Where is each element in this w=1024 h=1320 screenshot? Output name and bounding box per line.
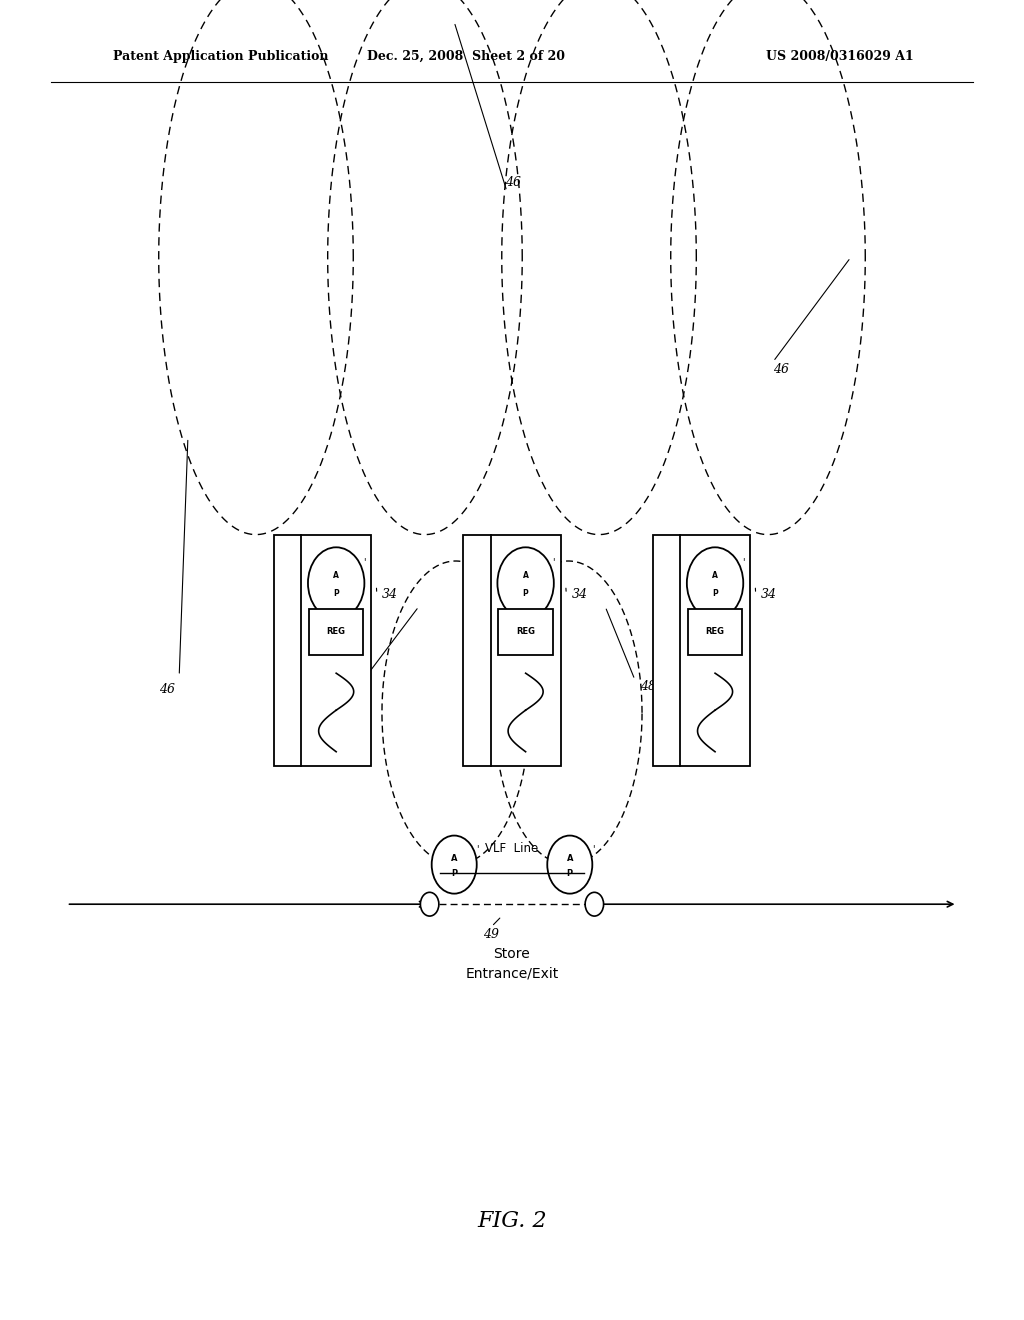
Text: Dec. 25, 2008  Sheet 2 of 20: Dec. 25, 2008 Sheet 2 of 20: [367, 50, 565, 63]
Text: 48: 48: [640, 680, 656, 693]
Text: A: A: [333, 572, 339, 581]
Text: Patent Application Publication: Patent Application Publication: [113, 50, 328, 63]
Text: ': ': [476, 843, 479, 854]
Text: US 2008/0316029 A1: US 2008/0316029 A1: [766, 50, 913, 63]
Bar: [688, 609, 742, 655]
Circle shape: [547, 836, 592, 894]
Text: 34: 34: [382, 587, 398, 601]
Text: P: P: [333, 589, 339, 598]
Bar: [274, 535, 372, 766]
Text: A: A: [566, 854, 573, 863]
Text: A: A: [522, 572, 528, 581]
Bar: [309, 609, 364, 655]
Circle shape: [585, 892, 603, 916]
Text: P: P: [566, 870, 572, 878]
Bar: [463, 535, 561, 766]
Text: ': ': [742, 557, 744, 566]
Text: REG: REG: [706, 627, 725, 636]
Text: ': ': [553, 557, 555, 566]
Circle shape: [421, 892, 439, 916]
Text: REG: REG: [327, 627, 346, 636]
Text: A: A: [451, 854, 458, 863]
Text: 46: 46: [773, 363, 790, 376]
Text: ': ': [592, 843, 595, 854]
Text: 34: 34: [761, 587, 777, 601]
Text: 34: 34: [571, 587, 588, 601]
Text: VLF  Line: VLF Line: [485, 842, 539, 855]
Circle shape: [432, 836, 477, 894]
Text: 46: 46: [505, 176, 521, 189]
Bar: [499, 609, 553, 655]
Text: ': ': [364, 557, 366, 566]
Ellipse shape: [498, 548, 554, 619]
Text: REG: REG: [516, 627, 536, 636]
Ellipse shape: [687, 548, 743, 619]
Text: FIG. 2: FIG. 2: [477, 1210, 547, 1232]
Text: 48: 48: [342, 680, 358, 693]
Text: P: P: [522, 589, 528, 598]
Text: A: A: [712, 572, 718, 581]
Text: P: P: [452, 870, 458, 878]
Text: 49: 49: [483, 928, 500, 941]
Ellipse shape: [308, 548, 365, 619]
Bar: [653, 535, 750, 766]
Text: 46: 46: [159, 682, 175, 696]
Text: Store
Entrance/Exit: Store Entrance/Exit: [465, 946, 559, 981]
Text: P: P: [712, 589, 718, 598]
